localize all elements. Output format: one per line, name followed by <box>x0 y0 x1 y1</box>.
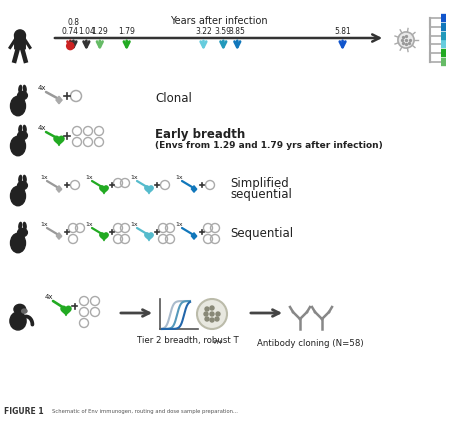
Text: 5.81: 5.81 <box>334 27 351 36</box>
Ellipse shape <box>18 181 27 189</box>
Ellipse shape <box>14 304 26 314</box>
Circle shape <box>216 312 220 316</box>
Text: 1x: 1x <box>85 175 92 180</box>
Text: Antibody cloning (N=58): Antibody cloning (N=58) <box>257 338 363 347</box>
Ellipse shape <box>23 222 26 229</box>
Ellipse shape <box>19 85 22 92</box>
Text: 3.85: 3.85 <box>229 27 246 36</box>
Polygon shape <box>100 233 108 240</box>
Ellipse shape <box>19 176 22 182</box>
Text: 3.59: 3.59 <box>215 27 232 36</box>
Circle shape <box>197 299 227 329</box>
Text: FH: FH <box>213 341 221 346</box>
Text: Tier 2 breadth, robust T: Tier 2 breadth, robust T <box>137 336 239 346</box>
Text: 1x: 1x <box>130 175 137 180</box>
Text: 0.74: 0.74 <box>62 27 79 36</box>
Circle shape <box>398 32 414 48</box>
Ellipse shape <box>10 186 26 206</box>
Ellipse shape <box>23 176 26 182</box>
Text: (Envs from 1.29 and 1.79 yrs after infection): (Envs from 1.29 and 1.79 yrs after infec… <box>155 141 383 149</box>
Ellipse shape <box>10 136 26 156</box>
Text: 4x: 4x <box>38 85 46 91</box>
Circle shape <box>210 312 214 316</box>
Text: 1.79: 1.79 <box>118 27 135 36</box>
Ellipse shape <box>19 125 22 132</box>
Text: 1x: 1x <box>130 222 137 227</box>
Text: FIGURE 1: FIGURE 1 <box>4 407 44 416</box>
Ellipse shape <box>23 85 26 92</box>
Text: 0.8: 0.8 <box>67 18 80 27</box>
Circle shape <box>215 317 219 321</box>
FancyBboxPatch shape <box>15 37 25 49</box>
Text: Sequential: Sequential <box>230 226 293 240</box>
Text: 1x: 1x <box>175 222 182 227</box>
Ellipse shape <box>10 233 26 253</box>
Ellipse shape <box>22 309 27 313</box>
Text: Years after infection: Years after infection <box>170 16 267 26</box>
Text: 1x: 1x <box>40 222 47 227</box>
Polygon shape <box>191 186 197 192</box>
Text: 1x: 1x <box>85 222 92 227</box>
Text: 1.04: 1.04 <box>78 27 95 36</box>
Text: 3.22: 3.22 <box>195 27 212 36</box>
Ellipse shape <box>10 312 26 330</box>
Text: Early breadth: Early breadth <box>155 128 245 141</box>
Text: Schematic of Env immunogen, routing and dose sample preparation...: Schematic of Env immunogen, routing and … <box>52 408 238 413</box>
Text: 4x: 4x <box>45 294 54 300</box>
Ellipse shape <box>18 131 27 140</box>
Polygon shape <box>100 186 108 194</box>
Ellipse shape <box>19 222 22 229</box>
Text: Simplified: Simplified <box>230 176 289 189</box>
Text: sequential: sequential <box>230 187 292 200</box>
Text: 1x: 1x <box>175 175 182 180</box>
Polygon shape <box>61 306 71 315</box>
Ellipse shape <box>18 91 27 100</box>
Ellipse shape <box>23 125 26 132</box>
Circle shape <box>67 43 74 50</box>
Polygon shape <box>191 233 197 239</box>
Circle shape <box>205 317 209 321</box>
Polygon shape <box>145 233 153 240</box>
Circle shape <box>210 306 214 310</box>
Polygon shape <box>145 186 153 194</box>
Circle shape <box>205 307 209 311</box>
Polygon shape <box>56 96 62 104</box>
Ellipse shape <box>10 96 26 116</box>
Circle shape <box>210 318 214 322</box>
Text: 4x: 4x <box>38 125 46 131</box>
Text: Clonal: Clonal <box>155 91 192 104</box>
Ellipse shape <box>18 228 27 237</box>
Polygon shape <box>56 233 62 239</box>
Polygon shape <box>56 186 62 192</box>
Circle shape <box>15 30 26 41</box>
Text: 1.29: 1.29 <box>91 27 108 36</box>
Polygon shape <box>54 136 64 145</box>
Circle shape <box>204 312 208 316</box>
Text: 1x: 1x <box>40 175 47 180</box>
